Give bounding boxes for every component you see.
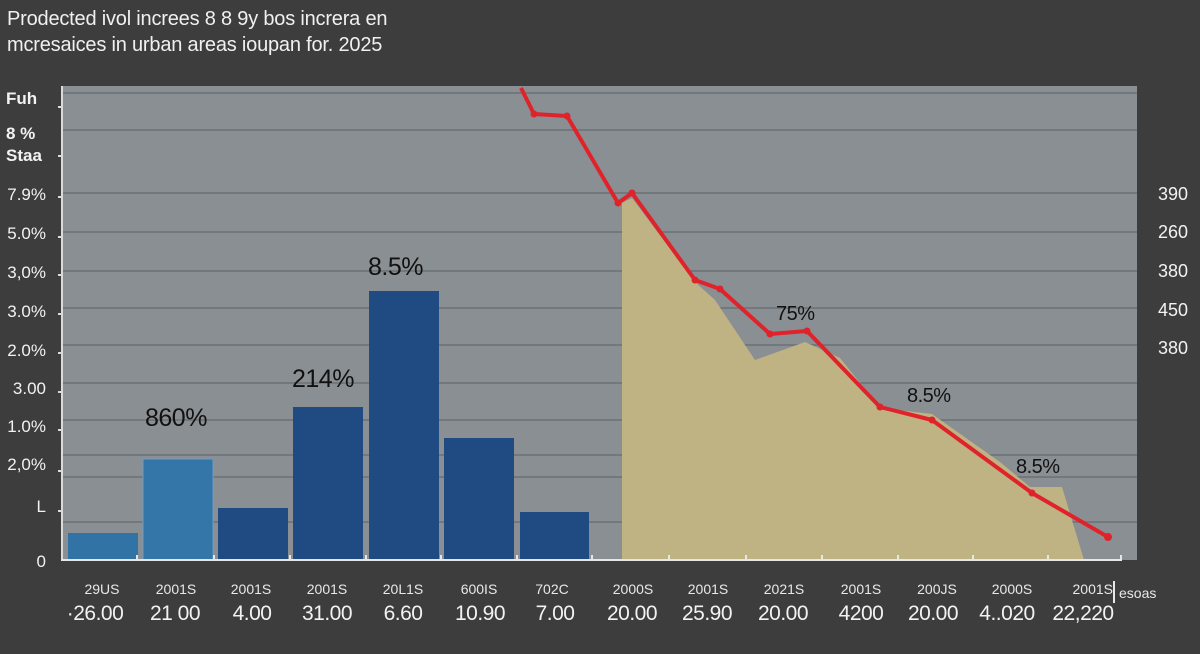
bar-2: [142, 458, 214, 561]
y-label-left: Staa: [6, 146, 42, 165]
x-category-label: 2001S: [155, 581, 197, 597]
x-category-label: 200JS: [917, 581, 957, 597]
y-label-right: 390: [1158, 184, 1189, 204]
data-label-bar-2: 860%: [145, 404, 207, 432]
x-category-label: 2000S: [991, 581, 1033, 597]
x-value-label: 10.90: [454, 602, 506, 625]
y-tick: [58, 106, 62, 108]
x-value-label: 25.90: [681, 602, 733, 625]
y-tick: [58, 236, 62, 238]
y-label-left: 8 %: [6, 124, 36, 143]
chart-title-line-2: mcresaices in urban areas ioupan for. 20…: [7, 34, 383, 56]
x-category-label: 2021S: [763, 581, 805, 597]
y-label-left: 3,0%: [7, 263, 46, 282]
y-label-left: 3.0%: [7, 302, 46, 321]
x-category-label: 2001S: [230, 581, 272, 597]
x-value-label: 4..020: [979, 602, 1035, 625]
y-label-left: 3.00: [12, 379, 46, 398]
y-tick: [58, 429, 62, 431]
y-tick: [58, 470, 62, 472]
x-category-label: 2001S: [306, 581, 348, 597]
x-category-label: 2000S: [612, 581, 654, 597]
data-label-line-2: 8.5%: [907, 385, 951, 407]
y-axis-line: [61, 86, 63, 561]
x-value-label: 21 00: [149, 602, 201, 625]
x-value-label: 31.00: [301, 602, 353, 625]
x-value-label: 4.00: [232, 602, 272, 625]
y-label-left: 2,0%: [7, 455, 46, 474]
x-axis-extra-label: esoas: [1113, 581, 1156, 603]
x-value-label: 4200: [838, 602, 884, 625]
x-ticks: [136, 555, 1122, 560]
x-category-label: 2001S: [1072, 581, 1113, 597]
x-axis-extra-text: esoas: [1119, 585, 1157, 601]
data-label-bar-5: 8.5%: [368, 253, 423, 281]
bar-6: [444, 438, 514, 560]
x-category-label: 702C: [535, 581, 569, 597]
chart-title-line-1: Prodected ivol increes 8 8 9y bos increr…: [7, 8, 388, 30]
bar-1: [68, 533, 138, 560]
x-category-label: 2001S: [687, 581, 729, 597]
y-label-left: 7.9%: [7, 185, 46, 204]
y-label-left: Fuh: [6, 89, 38, 108]
bar-7: [520, 512, 589, 560]
y-label-left: L: [36, 497, 46, 516]
x-value-label: 6.60: [383, 602, 423, 625]
y-tick: [58, 510, 62, 512]
data-label-line-3: 8.5%: [1016, 456, 1060, 478]
data-label-line-1: 75%: [776, 303, 815, 325]
y-label-right: 380: [1158, 338, 1189, 358]
y-tick: [58, 313, 62, 315]
x-value-label: 20.00: [606, 602, 658, 625]
x-value-label: 22,220: [1052, 602, 1114, 625]
y-tick: [58, 274, 62, 276]
bar-4: [293, 407, 363, 560]
separator: [1113, 581, 1115, 603]
bar-series: [68, 291, 589, 561]
x-category-label: 2001S: [840, 581, 882, 597]
y-label-left: 1.0%: [7, 417, 46, 436]
y-label-left: 5.0%: [7, 224, 46, 243]
x-value-label: ·26.00: [66, 602, 124, 625]
x-value-label: 7.00: [535, 602, 575, 625]
chart-title: Prodected ivol increes 8 8 9y bos increr…: [7, 6, 388, 58]
data-label-bar-4: 214%: [292, 365, 354, 393]
x-value-label: 20.00: [757, 602, 809, 625]
y-label-right: 260: [1158, 222, 1189, 242]
y-label-left: 0: [36, 552, 46, 571]
bar-5: [369, 291, 439, 560]
x-category-label: 600IS: [460, 581, 498, 597]
y-tick: [58, 352, 62, 354]
x-value-label: 20.00: [907, 602, 959, 625]
x-category-label: 29US: [84, 581, 120, 597]
y-tick: [58, 391, 62, 393]
y-label-right: 450: [1158, 300, 1189, 320]
y-label-right: 380: [1158, 261, 1189, 281]
y-tick: [58, 196, 62, 198]
y-label-left: 2.0%: [7, 341, 46, 360]
x-axis-line: [61, 559, 1122, 561]
x-category-label: 20L1S: [382, 581, 424, 597]
y-tick: [58, 155, 62, 157]
line-markers: [530, 110, 1112, 541]
bar-3: [218, 508, 288, 560]
